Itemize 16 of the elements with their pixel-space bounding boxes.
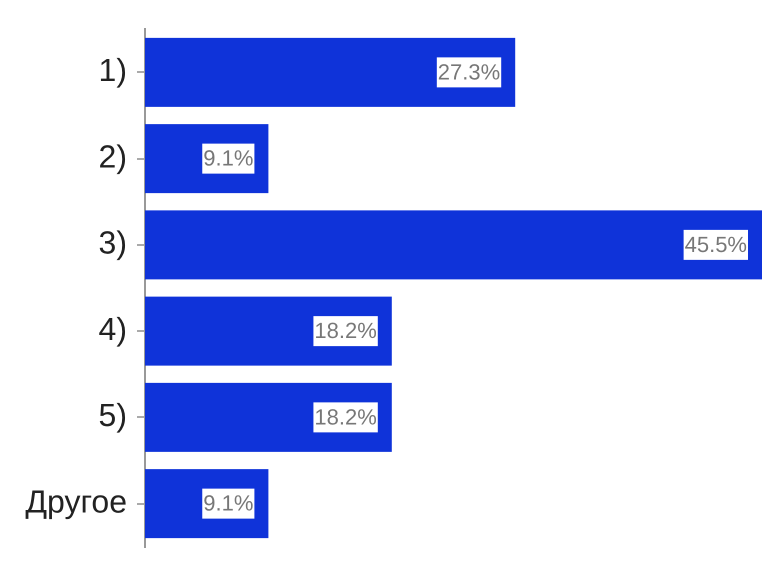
bar xyxy=(145,210,762,280)
bar xyxy=(145,382,392,452)
data-label: 18.2% xyxy=(314,404,377,430)
data-label: 45.5% xyxy=(684,232,747,257)
bar xyxy=(145,296,392,366)
data-label: 9.1% xyxy=(203,490,254,516)
y-tick-label: 4) xyxy=(98,310,127,347)
y-tick-label: Другое xyxy=(25,483,127,520)
data-label: 18.2% xyxy=(314,318,377,344)
y-tick-label: 1) xyxy=(98,52,127,88)
data-label: 9.1% xyxy=(203,146,254,171)
y-tick-label: 5) xyxy=(98,397,127,434)
data-label: 27.3% xyxy=(438,59,500,84)
y-tick-label: 3) xyxy=(98,224,127,261)
bar xyxy=(145,38,516,107)
y-tick-label: 2) xyxy=(98,138,127,174)
